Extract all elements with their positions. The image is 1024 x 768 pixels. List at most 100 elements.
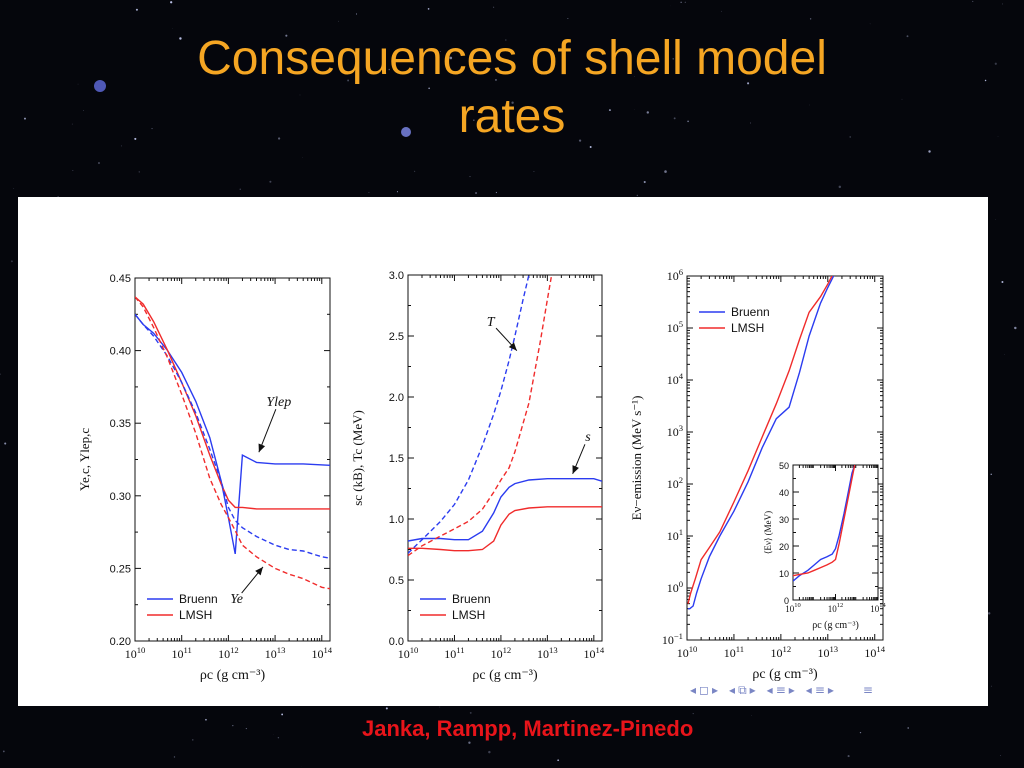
- star: [847, 755, 850, 758]
- star: [285, 34, 288, 37]
- annotation-label: s: [585, 430, 591, 445]
- subsection-icon[interactable]: ⧉: [738, 683, 747, 697]
- star: [83, 110, 85, 111]
- x-tick-label: 1012: [218, 645, 239, 661]
- slide-title: Consequences of shell model rates: [0, 30, 1024, 146]
- x-tick-label: 1011: [172, 645, 192, 661]
- y-tick-label: 10: [779, 569, 789, 579]
- series-line-bruenn-ye: [135, 313, 330, 559]
- annotation-arrowhead: [508, 342, 517, 351]
- y-tick-label: 10−1: [662, 631, 683, 647]
- y-tick-label: 0.40: [110, 346, 131, 358]
- star: [1002, 3, 1003, 5]
- legend: Bruenn LMSH: [420, 592, 491, 622]
- star: [643, 180, 646, 184]
- star: [687, 120, 689, 123]
- star: [134, 137, 137, 141]
- menu-icon[interactable]: ≡: [862, 683, 873, 697]
- star: [474, 191, 478, 195]
- star: [673, 117, 676, 120]
- plot-frame: [792, 464, 879, 601]
- frame-icon[interactable]: ◻: [699, 683, 709, 697]
- legend-label: LMSH: [731, 321, 764, 335]
- star: [97, 161, 101, 165]
- star: [439, 51, 441, 52]
- star: [245, 728, 247, 730]
- star: [578, 139, 582, 142]
- left-arrow-icon[interactable]: ◂: [805, 683, 812, 697]
- star: [634, 76, 635, 77]
- star: [995, 218, 997, 220]
- star: [495, 191, 498, 194]
- slide-title-line-2: rates: [458, 90, 566, 143]
- annotation-label: T: [487, 315, 496, 330]
- y-tick-label: 101: [667, 527, 683, 543]
- x-tick-label: 1012: [771, 644, 792, 660]
- star: [567, 17, 569, 20]
- series-line-lmsh-ylep: [135, 296, 330, 510]
- star: [449, 56, 453, 60]
- star: [646, 111, 649, 114]
- star: [540, 724, 542, 725]
- series-line-lmsh: [687, 276, 833, 604]
- star: [721, 10, 722, 12]
- x-tick-label: 1010: [677, 644, 698, 660]
- star: [299, 94, 301, 96]
- y-tick-label: 104: [667, 371, 684, 387]
- y-tick-label: 103: [667, 423, 683, 439]
- star: [2, 750, 5, 753]
- star: [205, 718, 207, 721]
- star: [338, 20, 339, 22]
- right-arrow-icon[interactable]: ▸: [749, 683, 756, 697]
- right-arrow-icon[interactable]: ▸: [712, 683, 719, 697]
- star: [809, 18, 812, 20]
- series-line-bruenn-t: [408, 275, 530, 554]
- star: [1001, 281, 1004, 284]
- star: [849, 136, 851, 138]
- left-arrow-icon[interactable]: ◂: [766, 683, 773, 697]
- star: [664, 170, 667, 173]
- star: [533, 171, 535, 172]
- right-arrow-icon[interactable]: ▸: [827, 683, 834, 697]
- star: [277, 137, 281, 140]
- figure-panel: 1010 1011 1012 1013 1014 0.20 0.25 0.30 0.35 0.40…: [18, 197, 988, 706]
- star: [94, 80, 106, 92]
- y-axis-label: Eν−emission (MeV s⁻¹): [629, 396, 644, 521]
- y-tick-label: 2.5: [389, 331, 404, 343]
- star: [906, 35, 909, 38]
- right-arrow-icon[interactable]: ▸: [788, 683, 795, 697]
- series-line-lmsh-t: [408, 275, 553, 557]
- star: [809, 104, 810, 106]
- author-credit: Janka, Rampp, Martinez-Pinedo: [362, 716, 694, 741]
- chart-panel-4: 1010 1012 1014 0 10 20 30 40 50 ρc (g cm⁻³) ⟨Eν⟩ (…: [763, 461, 887, 631]
- y-tick-label: 20: [779, 542, 789, 552]
- star: [1000, 754, 1002, 756]
- section-icon[interactable]: ≡: [775, 683, 786, 697]
- list-icon[interactable]: ≡: [814, 683, 825, 697]
- y-axis-label: Ye,c, Ylep,c: [77, 428, 92, 491]
- x-tick-label: 1012: [828, 602, 843, 614]
- y-tick-label: 100: [667, 579, 683, 595]
- star: [469, 711, 472, 714]
- legend-label: Bruenn: [179, 592, 218, 606]
- x-tick-label: 1013: [537, 645, 558, 661]
- y-tick-label: 40: [779, 488, 789, 498]
- star: [495, 79, 497, 81]
- star: [987, 612, 991, 615]
- y-tick-label: 0.0: [389, 636, 404, 648]
- x-axis-label: ρc (g cm⁻³): [472, 668, 538, 683]
- left-arrow-icon[interactable]: ◂: [729, 683, 736, 697]
- star: [692, 713, 694, 715]
- star: [1014, 326, 1017, 330]
- star: [413, 170, 416, 173]
- y-tick-label: 106: [667, 267, 684, 283]
- star: [170, 1, 173, 4]
- x-tick-label: 1014: [584, 645, 605, 661]
- y-tick-label: 50: [779, 461, 789, 471]
- star: [385, 707, 388, 710]
- legend-label: LMSH: [452, 608, 485, 622]
- star: [680, 1, 682, 4]
- left-arrow-icon[interactable]: ◂: [690, 683, 697, 697]
- series-line-lmsh-ye: [135, 296, 330, 590]
- legend-label: Bruenn: [452, 592, 491, 606]
